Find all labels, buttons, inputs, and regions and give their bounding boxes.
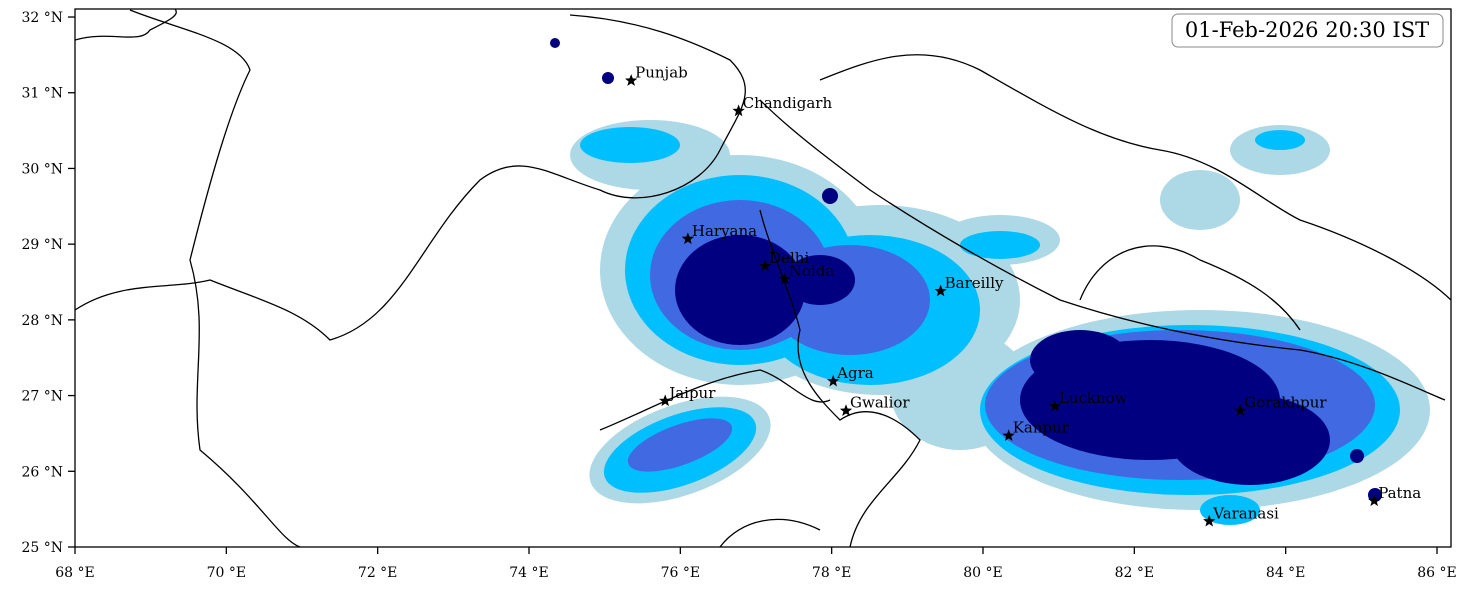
y-tick-label: 29 °N [21, 237, 63, 253]
city-marker [827, 374, 840, 387]
x-tick-label: 86 °E [1417, 565, 1456, 581]
city-marker [1203, 514, 1216, 527]
city-label: Haryana [692, 222, 757, 240]
city-label: Varanasi [1212, 504, 1279, 522]
y-tick-label: 32 °N [21, 10, 63, 26]
city-label: Gorakhpur [1244, 394, 1327, 412]
city-marker [659, 394, 672, 407]
x-tick-label: 68 °E [55, 565, 94, 581]
x-tick-label: 78 °E [812, 565, 851, 581]
city-marker [934, 284, 947, 297]
city-label: Lucknow [1059, 389, 1128, 407]
city-marker [1002, 429, 1015, 441]
city-label: Delhi [769, 249, 809, 267]
city-label: Chandigarh [743, 94, 833, 112]
city-label: Kanpur [1013, 419, 1070, 437]
x-tick-label: 82 °E [1115, 565, 1154, 581]
city-label: Patna [1378, 484, 1421, 502]
borders [75, 9, 1451, 547]
x-tick-label: 76 °E [661, 565, 700, 581]
x-tick-label: 84 °E [1266, 565, 1305, 581]
city-marker [758, 259, 772, 272]
city-label: Noida [789, 262, 835, 280]
x-tick-label: 80 °E [963, 565, 1002, 581]
x-tick-label: 70 °E [207, 565, 246, 581]
city-label: Gwalior [850, 394, 910, 412]
city-marker [732, 104, 745, 117]
y-tick-label: 30 °N [21, 161, 63, 177]
x-tick-label: 74 °E [509, 565, 548, 581]
y-tick-label: 25 °N [21, 540, 63, 556]
city-marker [681, 232, 695, 245]
city-marker [839, 404, 853, 416]
timestamp: 01-Feb-2026 20:30 IST [1185, 18, 1429, 42]
rain-very-heavy [550, 38, 1382, 502]
plot-frame [74, 8, 1452, 548]
y-tick-label: 26 °N [21, 464, 63, 480]
city-label: Agra [836, 364, 874, 382]
y-tick-label: 28 °N [21, 313, 63, 329]
city-label: Jaipur [667, 384, 716, 402]
city-label: Bareilly [945, 274, 1004, 292]
city-marker [1048, 399, 1062, 412]
timestamp-box [1171, 13, 1444, 48]
city-marker [1234, 404, 1247, 416]
y-tick-label: 27 °N [21, 389, 63, 405]
city-marker [778, 272, 791, 285]
city-marker [625, 74, 638, 86]
y-tick-label: 31 °N [21, 86, 63, 102]
city-marker [1368, 494, 1381, 507]
x-tick-label: 72 °E [358, 565, 397, 581]
city-label: Punjab [635, 64, 688, 82]
